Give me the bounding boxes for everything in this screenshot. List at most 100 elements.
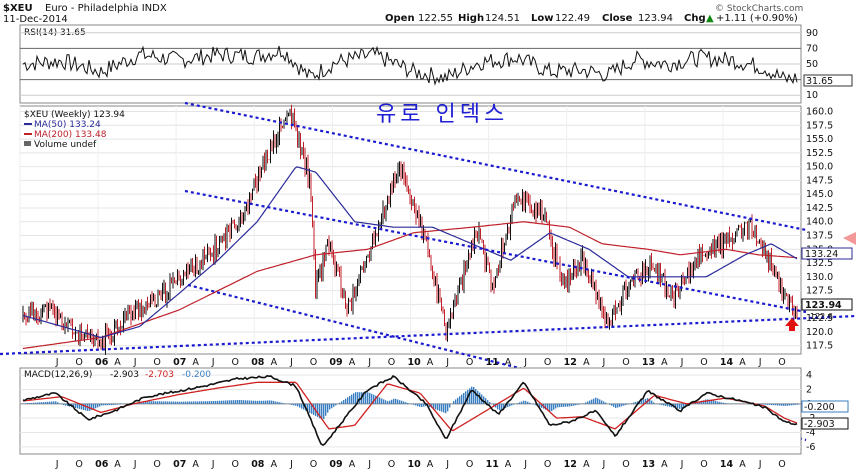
macd-hist-bar — [665, 404, 666, 406]
macd-hist-bar — [117, 404, 118, 405]
x-tick-label: J — [758, 357, 762, 368]
macd-hist-bar — [245, 400, 246, 404]
macd-hist-bar — [551, 404, 552, 411]
macd-hist-bar — [197, 401, 198, 404]
macd-hist-bar — [413, 404, 414, 405]
x-tick-label: J — [133, 459, 137, 470]
macd-hist-bar — [59, 403, 60, 404]
macd-hist-bar — [177, 402, 178, 404]
macd-hist-bar — [359, 392, 360, 404]
x-tick-label: A — [583, 459, 590, 470]
macd-hist-bar — [189, 402, 190, 404]
macd-hist-bar — [401, 401, 402, 404]
macd-hist-bar — [659, 404, 660, 405]
x-tick-label: O — [700, 459, 707, 470]
high-value: 124.51 — [485, 13, 520, 24]
macd-hist-bar — [57, 402, 58, 404]
rsi-value-tag: 31.65 — [806, 76, 833, 87]
low-label: Low — [531, 13, 553, 24]
macd-hist-bar — [37, 403, 38, 404]
chart-date: 11-Dec-2014 — [3, 14, 68, 25]
macd-hist-bar — [317, 404, 318, 417]
macd-hist-bar — [107, 404, 108, 405]
macd-legend-signal: -2.703 — [145, 370, 174, 380]
x-tick-label: 12 — [564, 459, 577, 470]
x-tick-label: A — [114, 357, 121, 368]
x-tick-label: A — [505, 459, 512, 470]
macd-hist-bar — [103, 404, 104, 406]
macd-hist-bar — [233, 400, 234, 404]
macd-hist-bar — [791, 404, 792, 406]
macd-legend-macd: -2.903 — [110, 370, 139, 380]
macd-hist-bar — [421, 404, 422, 407]
macd-hist-bar — [333, 404, 334, 407]
instrument-name: Euro - Philadelphia INDX — [45, 3, 167, 14]
macd-hist-bar — [199, 401, 200, 404]
rsi-tick-label: 70 — [806, 43, 818, 54]
macd-hist-bar — [179, 402, 180, 404]
x-tick-label: O — [622, 459, 629, 470]
macd-hist-bar — [591, 400, 592, 404]
x-tick-label: O — [544, 357, 551, 368]
macd-hist-bar — [707, 399, 708, 404]
macd-hist-bar — [367, 392, 368, 404]
macd-hist-bar — [589, 401, 590, 404]
macd-hist-bar — [353, 393, 354, 404]
macd-hist-bar — [651, 401, 652, 404]
macd-hist-bar — [477, 391, 478, 404]
macd-hist-bar — [599, 399, 600, 404]
macd-hist-bar — [445, 404, 446, 413]
macd-hist-bar — [237, 400, 238, 404]
x-tick-label: 12 — [564, 357, 577, 368]
x-tick-label: O — [466, 357, 473, 368]
macd-hist-bar — [45, 402, 46, 404]
macd-hist-bar — [53, 401, 54, 403]
macd-hist-bar — [473, 387, 474, 404]
x-tick-label: J — [211, 357, 215, 368]
macd-hist-bar — [193, 401, 194, 403]
x-tick-label: A — [192, 459, 199, 470]
x-tick-label: J — [523, 357, 527, 368]
macd-hist-bar — [633, 403, 634, 404]
macd-hist-bar — [301, 404, 302, 409]
macd-tick-label: 4 — [806, 370, 812, 381]
macd-hist-bar — [281, 403, 282, 404]
macd-hist-bar — [789, 404, 790, 406]
macd-hist-bar — [345, 399, 346, 404]
chg-label: Chg — [684, 13, 706, 24]
macd-hist-bar — [605, 403, 606, 404]
macd-hist-bar — [165, 401, 166, 403]
macd-hist-bar — [553, 404, 554, 410]
x-tick-label: J — [602, 357, 606, 368]
x-tick-label: 06 — [95, 459, 109, 470]
macd-hist-bar — [235, 400, 236, 404]
macd-hist-bar — [195, 401, 196, 403]
price-value-tag: 123.94 — [805, 300, 842, 311]
macd-hist-bar — [519, 402, 520, 404]
macd-hist-bar — [631, 403, 632, 404]
macd-hist-bar — [191, 402, 192, 404]
x-tick-label: 13 — [642, 459, 655, 470]
macd-hist-bar — [351, 395, 352, 404]
price-tick-label: 150.0 — [806, 162, 833, 173]
x-tick-label: J — [758, 459, 762, 470]
macd-hist-bar — [441, 404, 442, 412]
macd-hist-bar — [625, 404, 626, 405]
macd-hist-bar — [323, 404, 324, 419]
macd-hist-bar — [113, 404, 114, 405]
macd-hist-bar — [387, 401, 388, 404]
macd-hist-bar — [185, 402, 186, 404]
macd-hist-bar — [25, 403, 26, 404]
macd-hist-bar — [549, 404, 550, 412]
macd-hist-bar — [331, 404, 332, 408]
macd-hist-bar — [719, 402, 720, 404]
x-tick-label: 08 — [251, 357, 265, 368]
macd-hist-bar — [609, 404, 610, 405]
symbol: $XEU — [3, 3, 33, 14]
macd-hist-bar — [201, 401, 202, 404]
x-tick-label: O — [388, 357, 395, 368]
macd-hist-bar — [383, 399, 384, 403]
macd-hist-bar — [109, 404, 110, 405]
